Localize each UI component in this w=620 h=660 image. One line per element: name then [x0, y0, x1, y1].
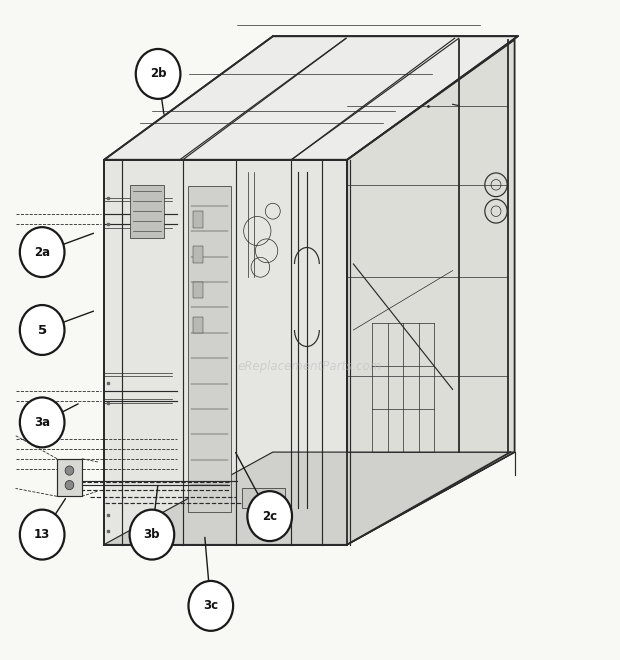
Ellipse shape — [130, 510, 174, 560]
Polygon shape — [104, 452, 515, 544]
Text: 3b: 3b — [144, 528, 160, 541]
Polygon shape — [193, 246, 203, 263]
Polygon shape — [242, 488, 285, 508]
Text: 3a: 3a — [34, 416, 50, 429]
Text: 2c: 2c — [262, 510, 277, 523]
Text: eReplacementParts.com: eReplacementParts.com — [238, 360, 382, 373]
Text: 2b: 2b — [150, 67, 166, 81]
Polygon shape — [193, 317, 203, 333]
Ellipse shape — [136, 49, 180, 99]
Text: 5: 5 — [38, 323, 46, 337]
Text: 3c: 3c — [203, 599, 218, 612]
Polygon shape — [347, 40, 515, 544]
Ellipse shape — [20, 510, 64, 560]
Text: 13: 13 — [34, 528, 50, 541]
Text: 2a: 2a — [34, 246, 50, 259]
Circle shape — [65, 480, 74, 490]
Polygon shape — [104, 160, 347, 544]
Polygon shape — [193, 282, 203, 298]
Polygon shape — [188, 186, 231, 512]
Ellipse shape — [188, 581, 233, 631]
Polygon shape — [130, 185, 164, 238]
Ellipse shape — [20, 305, 64, 355]
Ellipse shape — [20, 227, 64, 277]
Circle shape — [65, 466, 74, 475]
Polygon shape — [57, 459, 82, 496]
Ellipse shape — [247, 491, 292, 541]
Ellipse shape — [20, 397, 64, 447]
Polygon shape — [104, 36, 518, 160]
Polygon shape — [193, 211, 203, 228]
